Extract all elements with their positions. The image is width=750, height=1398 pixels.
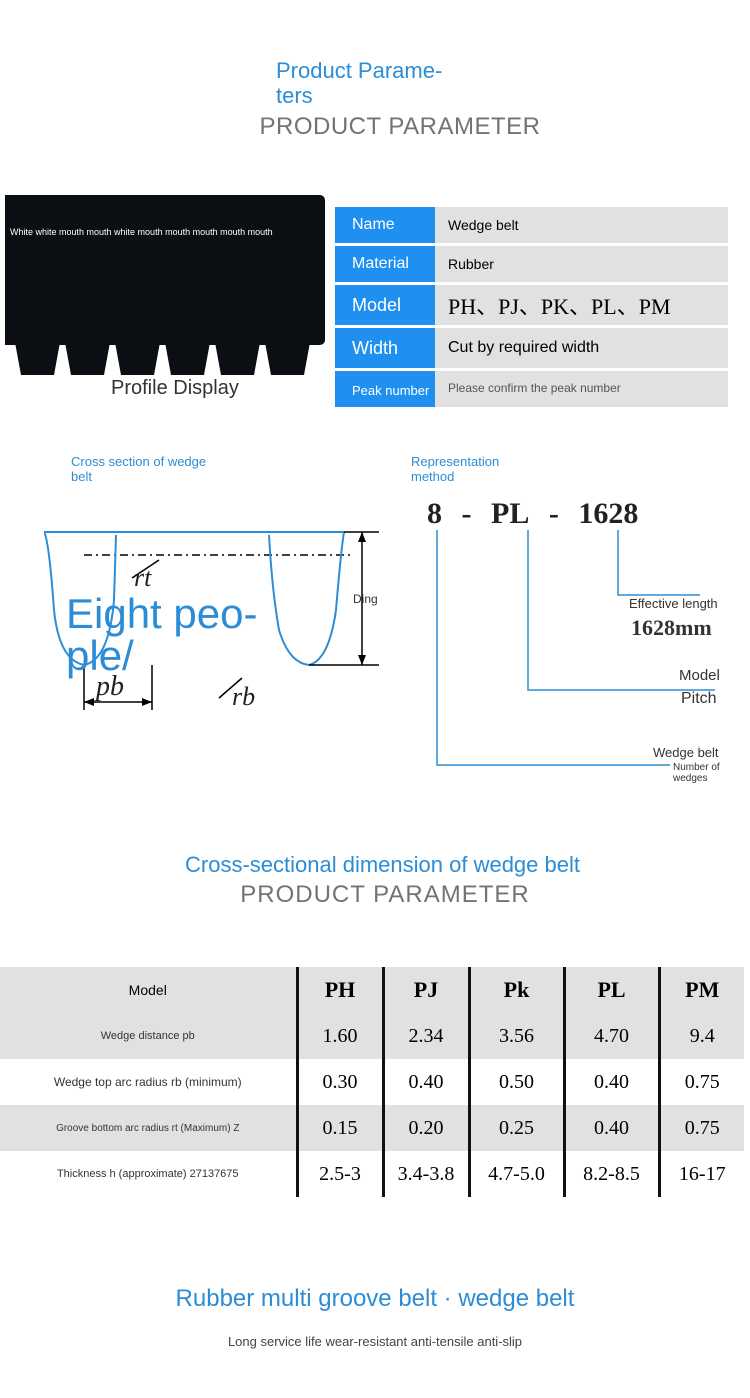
- cell: 0.40: [564, 1105, 659, 1151]
- row-label: Wedge top arc radius rb (minimum): [0, 1059, 297, 1105]
- th-pm: PM: [659, 967, 744, 1013]
- cell: 3.4-3.8: [383, 1151, 469, 1197]
- spec-value: Cut by required width: [435, 328, 728, 368]
- spec-value: Wedge belt: [435, 207, 728, 243]
- representation-method-label: Representation method: [411, 454, 531, 484]
- cross-dimension-header: Cross-sectional dimension of wedge belt …: [185, 852, 585, 909]
- rep-model-label: Model: [679, 667, 720, 684]
- rep-effective-length-value: 1628mm: [631, 615, 712, 641]
- spec-row-peak: Peak number Please confirm the peak numb…: [335, 371, 731, 407]
- cell: 0.75: [659, 1105, 744, 1151]
- diagram-pb-label: pb: [96, 671, 124, 703]
- cell: 0.40: [383, 1059, 469, 1105]
- th-model: Model: [0, 967, 297, 1013]
- row-label: Wedge distance pb: [0, 1013, 297, 1059]
- row-label: Groove bottom arc radius rt (Maximum) Z: [0, 1105, 297, 1151]
- spec-row-name: Name Wedge belt: [335, 207, 731, 243]
- profile-display-label: Profile Display: [111, 377, 239, 400]
- header-title-blue: Product Parame- ters: [250, 58, 550, 109]
- cell: 4.7-5.0: [469, 1151, 564, 1197]
- spec-label: Material: [335, 246, 435, 282]
- row-label: Thickness h (approximate) 27137675: [0, 1151, 297, 1197]
- th-pl: PL: [564, 967, 659, 1013]
- rep-effective-length-label: Effective length: [629, 596, 718, 611]
- product-parameters-header: Product Parame- ters PRODUCT PARAMETER: [250, 58, 550, 141]
- cell: 8.2-8.5: [564, 1151, 659, 1197]
- cell: 0.20: [383, 1105, 469, 1151]
- header-title-gray: PRODUCT PARAMETER: [250, 113, 550, 141]
- cross-section-label: Cross section of wedge belt: [71, 454, 221, 484]
- cross-section-diagram: Eight peo- ple/ rt pb rb Ding: [44, 530, 379, 720]
- cell: 0.25: [469, 1105, 564, 1151]
- table-row: Wedge distance pb 1.60 2.34 3.56 4.70 9.…: [0, 1013, 744, 1059]
- belt-image: [5, 195, 325, 345]
- table-row: Groove bottom arc radius rt (Maximum) Z …: [0, 1105, 744, 1151]
- cell: 1.60: [297, 1013, 383, 1059]
- spec-row-material: Material Rubber: [335, 246, 731, 282]
- rep-wedge-label: Wedge belt: [653, 745, 719, 760]
- cell: 2.34: [383, 1013, 469, 1059]
- rep-pitch-label: Pitch: [681, 690, 717, 708]
- cell: 3.56: [469, 1013, 564, 1059]
- cell: 0.75: [659, 1059, 744, 1105]
- cell: 4.70: [564, 1013, 659, 1059]
- rep-num-wedges-label: Number of wedges: [673, 762, 733, 784]
- th-ph: PH: [297, 967, 383, 1013]
- spec-value: PH、PJ、PK、PL、PM: [435, 285, 728, 325]
- spec-label: Peak number: [335, 371, 435, 407]
- spec-value: Please confirm the peak number: [435, 371, 728, 407]
- cell: 16-17: [659, 1151, 744, 1197]
- table-row: Thickness h (approximate) 27137675 2.5-3…: [0, 1151, 744, 1197]
- dimension-table: Model PH PJ Pk PL PM Wedge distance pb 1…: [0, 967, 744, 1197]
- spec-row-model: Model PH、PJ、PK、PL、PM: [335, 285, 731, 325]
- belt-overlay-text: White white mouth mouth white mouth mout…: [10, 227, 273, 237]
- cell: 0.40: [564, 1059, 659, 1105]
- spec-value: Rubber: [435, 246, 728, 282]
- footer-title: Rubber multi groove belt · wedge belt: [0, 1285, 750, 1313]
- cell: 0.50: [469, 1059, 564, 1105]
- footer-subtitle: Long service life wear-resistant anti-te…: [0, 1334, 750, 1349]
- header2-title-blue: Cross-sectional dimension of wedge belt: [185, 852, 585, 877]
- spec-row-width: Width Cut by required width: [335, 328, 731, 368]
- th-pj: PJ: [383, 967, 469, 1013]
- spec-label: Model: [335, 285, 435, 325]
- diagram-rt-label: rt: [134, 563, 151, 593]
- diagram-text-eight: Eight peo- ple/: [66, 593, 276, 677]
- spec-label: Width: [335, 328, 435, 368]
- spec-label: Name: [335, 207, 435, 243]
- header2-title-gray: PRODUCT PARAMETER: [185, 881, 585, 909]
- cell: 9.4: [659, 1013, 744, 1059]
- cell: 0.15: [297, 1105, 383, 1151]
- diagram-ding-label: Ding: [353, 592, 378, 606]
- spec-table: Name Wedge belt Material Rubber Model PH…: [335, 207, 731, 410]
- cell: 2.5-3: [297, 1151, 383, 1197]
- cell: 0.30: [297, 1059, 383, 1105]
- diagram-rb-label: rb: [232, 682, 255, 712]
- th-pk: Pk: [469, 967, 564, 1013]
- table-row: Wedge top arc radius rb (minimum) 0.30 0…: [0, 1059, 744, 1105]
- table-header-row: Model PH PJ Pk PL PM: [0, 967, 744, 1013]
- belt-ribs: [5, 285, 325, 345]
